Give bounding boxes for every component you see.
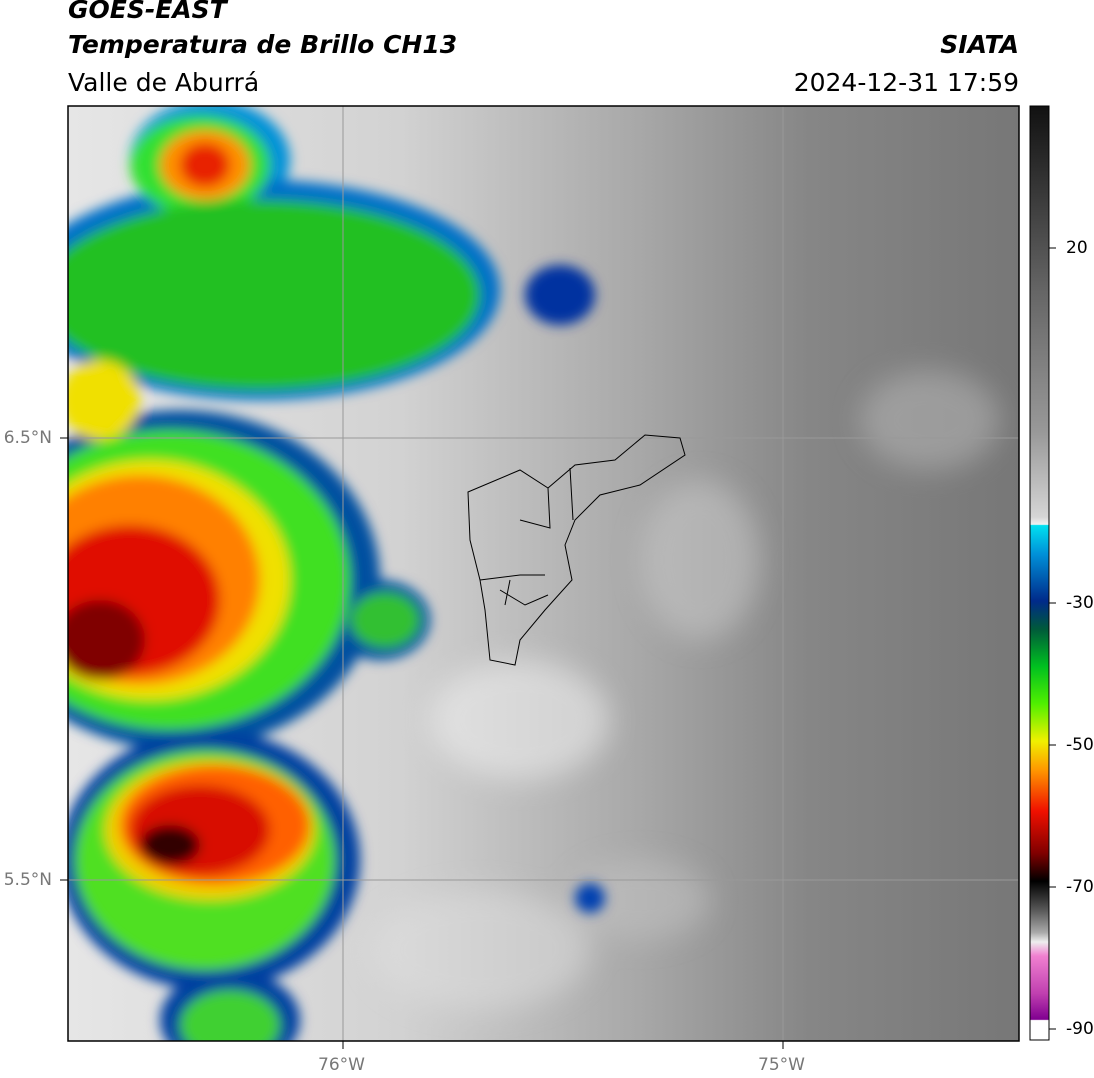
colorbar	[1029, 105, 1050, 1041]
colorbar-label: -30	[1066, 593, 1094, 613]
source: SIATA	[940, 30, 1019, 59]
map-frame	[67, 105, 1020, 1042]
lon-label: 76°W	[318, 1055, 365, 1075]
lon-label: 75°W	[758, 1055, 805, 1075]
lat-label: 6.5°N	[3, 428, 52, 448]
satellite-image	[68, 106, 1019, 1041]
colorbar-label: 20	[1066, 238, 1088, 258]
datetime: 2024-12-31 17:59	[793, 68, 1019, 97]
region: Valle de Aburrá	[68, 68, 260, 97]
basin-outline	[467, 434, 686, 666]
lat-label: 5.5°N	[3, 870, 52, 890]
colorbar-label: -90	[1066, 1019, 1094, 1039]
colorbar-ticks	[1049, 247, 1056, 1030]
title: GOES-EAST	[68, 0, 227, 24]
subtitle: Temperatura de Brillo CH13	[68, 30, 458, 59]
colorbar-label: -50	[1066, 735, 1094, 755]
colorbar-label: -70	[1066, 877, 1094, 897]
